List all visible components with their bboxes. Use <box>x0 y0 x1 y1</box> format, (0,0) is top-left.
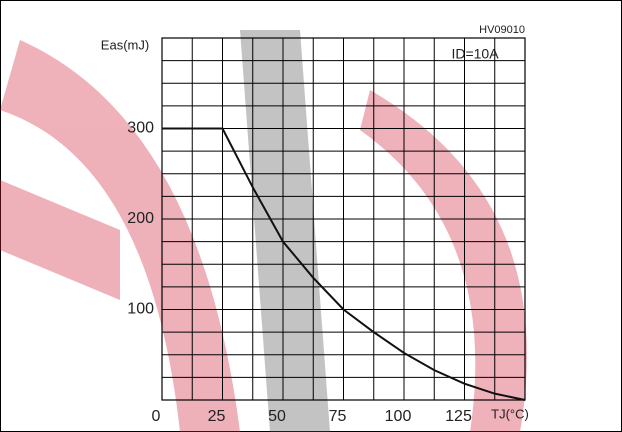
watermark-red-left <box>0 40 240 432</box>
code: HV09010 <box>479 24 525 36</box>
y-tick-label: 300 <box>127 120 154 137</box>
x-tick-label: 25 <box>208 408 226 425</box>
y-axis-label: Eas(mJ) <box>101 37 149 52</box>
plot-border <box>161 37 526 401</box>
x-tick-label: 75 <box>329 408 347 425</box>
x-tick-label: 0 <box>152 408 161 425</box>
annotation: ID=10A <box>451 46 499 62</box>
y-tick-label: 100 <box>127 301 154 318</box>
watermark-gray <box>240 30 330 432</box>
watermark <box>0 30 527 432</box>
watermark-red-bar <box>0 180 120 300</box>
x-axis-label: TJ(°C) <box>491 406 529 421</box>
x-tick-label: 100 <box>385 408 412 425</box>
watermark-red-right <box>360 90 527 432</box>
data-line <box>162 127 526 401</box>
y-tick-label: 200 <box>127 210 154 227</box>
x-tick-label: 125 <box>445 408 472 425</box>
x-tick-label: 50 <box>268 408 286 425</box>
